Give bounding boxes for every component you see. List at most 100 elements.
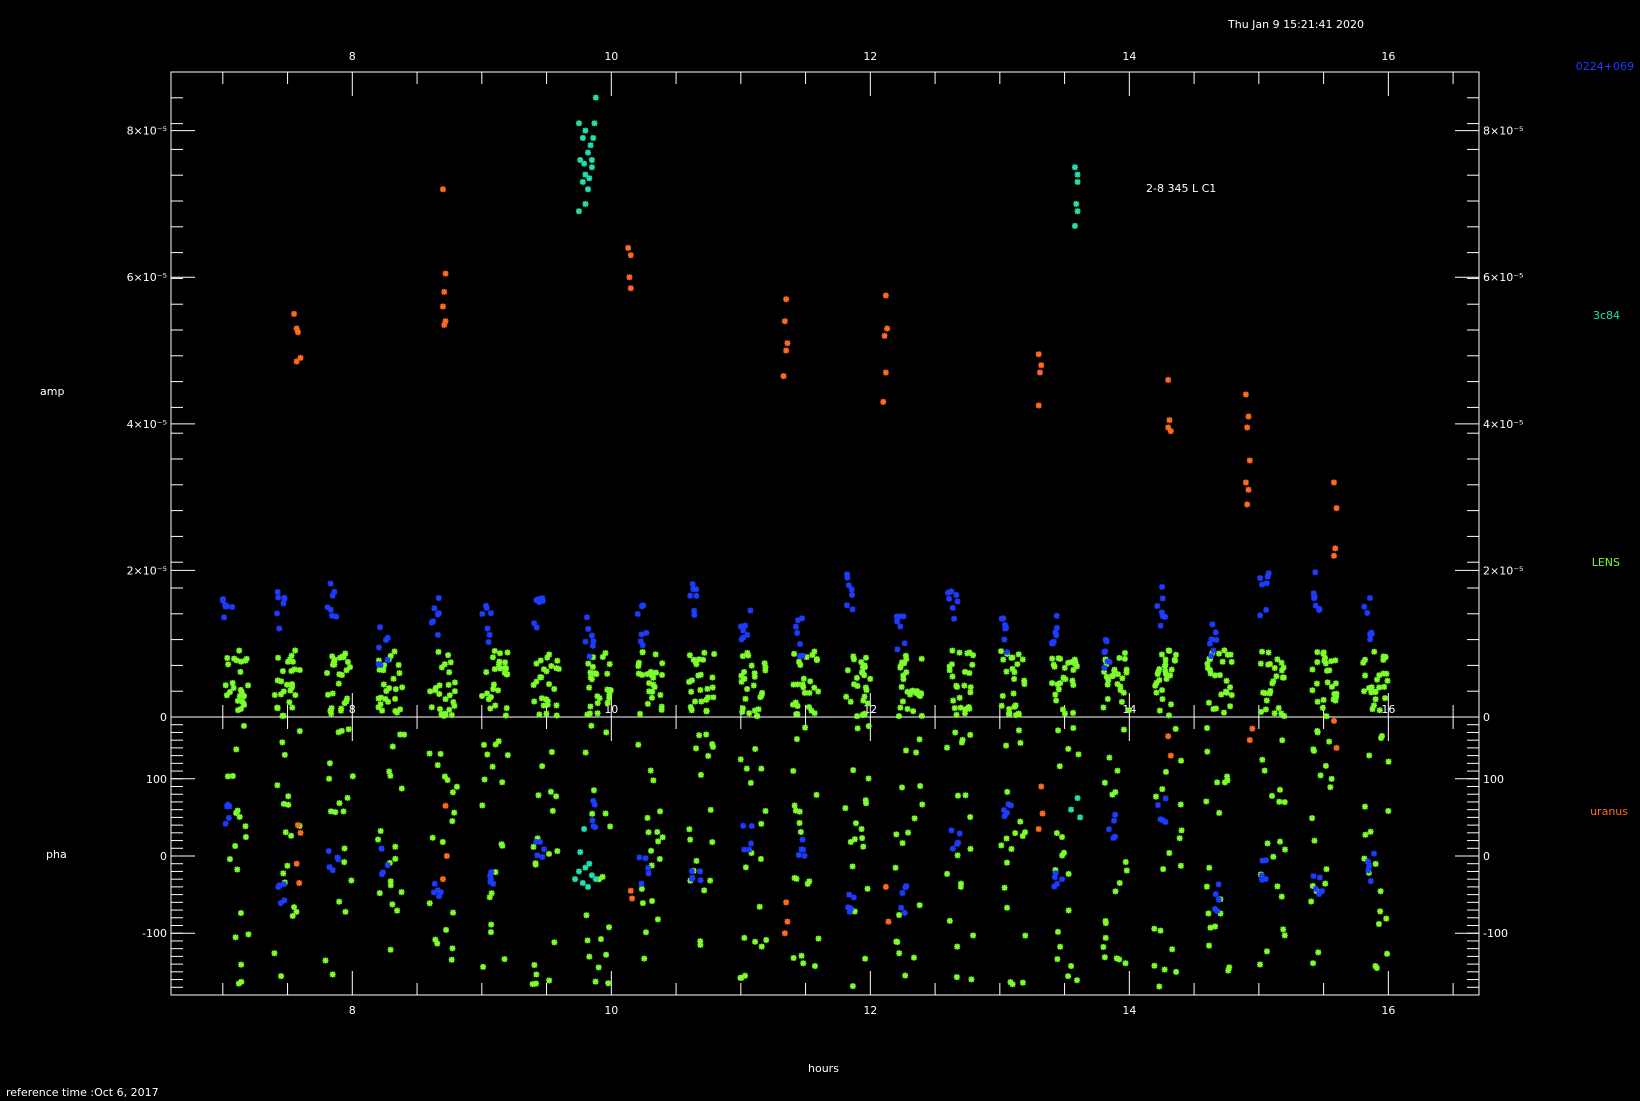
- amp-uranus-point: [297, 354, 304, 361]
- amp-uranus-point: [1035, 351, 1042, 358]
- lens-amp-point: [397, 706, 404, 713]
- amp-3c84-point: [591, 120, 598, 127]
- lens-amp-point: [544, 654, 551, 661]
- lens-amp-point: [451, 679, 458, 686]
- lens-amp-point: [953, 711, 960, 718]
- lens-amp-point: [1278, 667, 1285, 674]
- lens-amp-point: [1361, 688, 1368, 695]
- lens-pha-point: [1157, 927, 1164, 934]
- src0224-pha-point: [1316, 874, 1323, 881]
- lens-amp-point: [658, 706, 665, 713]
- lens-pha-point: [546, 977, 553, 984]
- lens-pha-point: [1377, 908, 1384, 915]
- lens-pha-point: [1019, 832, 1026, 839]
- lens-pha-point: [797, 828, 804, 835]
- lens-pha-point: [970, 932, 977, 939]
- lens-amp-point: [791, 650, 798, 657]
- lens-pha-point: [954, 943, 961, 950]
- src0224-pha-point: [1365, 867, 1372, 874]
- xtick-label: 10: [604, 703, 618, 716]
- pha-3c84-point: [1068, 806, 1075, 813]
- lens-amp-point: [1162, 656, 1169, 663]
- src0224-amp-point: [634, 611, 641, 618]
- lens-pha-point: [1122, 858, 1129, 865]
- lens-pha-point: [584, 937, 591, 944]
- lens-amp-point: [954, 683, 961, 690]
- lens-pha-point: [654, 916, 661, 923]
- background-clusters: [219, 569, 1392, 990]
- lens-amp-point: [657, 691, 664, 698]
- src0224-pha-point: [689, 874, 696, 881]
- lens-pha-point: [758, 943, 765, 950]
- lens-pha-point: [862, 797, 869, 804]
- lens-pha-point: [449, 818, 456, 825]
- lens-amp-point: [751, 673, 758, 680]
- lens-amp-point: [1121, 649, 1128, 656]
- lens-amp-point: [644, 671, 651, 678]
- lens-pha-point: [1310, 960, 1317, 967]
- lens-pha-point: [864, 885, 871, 892]
- src0224-pha-point: [1053, 880, 1060, 887]
- src0224-amp-point: [1316, 607, 1323, 614]
- lens-amp-point: [236, 647, 243, 654]
- lens-pha-point: [448, 956, 455, 963]
- src0224-pha-point: [1051, 874, 1058, 881]
- lens-amp-point: [436, 690, 443, 697]
- lens-pha-point: [957, 883, 964, 890]
- amp-3c84-point: [1074, 171, 1081, 178]
- src0224-pha-point: [325, 848, 332, 855]
- src0224-amp-point: [221, 614, 228, 621]
- lens-amp-point: [375, 704, 382, 711]
- lens-amp-point: [1049, 655, 1056, 662]
- lens-pha-point: [954, 792, 961, 799]
- src0224-pha-point: [1001, 813, 1008, 820]
- lens-pha-point: [657, 808, 664, 815]
- amp-uranus-point: [625, 244, 632, 251]
- lens-pha-point: [1206, 864, 1213, 871]
- lens-pha-point: [893, 831, 900, 838]
- amp-3c84-point: [590, 134, 597, 141]
- lens-amp-point: [999, 692, 1006, 699]
- lens-amp-point: [1262, 706, 1269, 713]
- src0224-amp-point: [1159, 595, 1166, 602]
- lens-amp-point: [1372, 696, 1379, 703]
- lens-amp-point: [1333, 680, 1339, 687]
- src0224-amp-point: [275, 594, 282, 601]
- lens-pha-point: [697, 771, 704, 778]
- src0224-pha-point: [280, 881, 287, 888]
- lens-amp-point: [328, 710, 335, 717]
- src0224-amp-point: [1000, 615, 1007, 622]
- src0224-amp-point: [1004, 649, 1011, 656]
- src0224-amp-point: [740, 627, 747, 634]
- lens-pha-point: [645, 829, 652, 836]
- lens-amp-point: [1259, 648, 1266, 655]
- src0224-amp-point: [327, 606, 334, 613]
- lens-amp-point: [607, 687, 614, 694]
- lens-amp-point: [809, 652, 816, 659]
- lens-pha-point: [1277, 838, 1283, 845]
- lens-pha-point: [1102, 934, 1109, 941]
- lens-amp-point: [606, 661, 613, 668]
- lens-amp-point: [537, 657, 544, 664]
- src0224-amp-point: [792, 623, 799, 630]
- src0224-amp-point: [333, 613, 340, 620]
- lens-pha-point: [893, 938, 900, 945]
- lens-pha-point: [387, 882, 394, 889]
- lens-pha-point: [946, 917, 953, 924]
- lens-pha-point: [813, 791, 820, 798]
- xtick-label: 10: [604, 50, 618, 63]
- lens-amp-point: [860, 711, 867, 718]
- src0224-pha-point: [954, 840, 961, 847]
- lens-pha-point: [1270, 853, 1277, 860]
- lens-amp-point: [395, 662, 402, 669]
- src0224-pha-point: [1052, 870, 1059, 877]
- src0224-amp-point: [1001, 621, 1008, 628]
- lens-amp-point: [646, 680, 653, 687]
- src0224-amp-point: [893, 613, 900, 620]
- src0224-pha-point: [1059, 876, 1066, 883]
- src0224-amp-point: [533, 624, 540, 631]
- src0224-amp-point: [1102, 648, 1109, 655]
- lens-amp-point: [1117, 683, 1124, 690]
- xtick-label: 16: [1381, 50, 1395, 63]
- lens-amp-point: [864, 700, 871, 707]
